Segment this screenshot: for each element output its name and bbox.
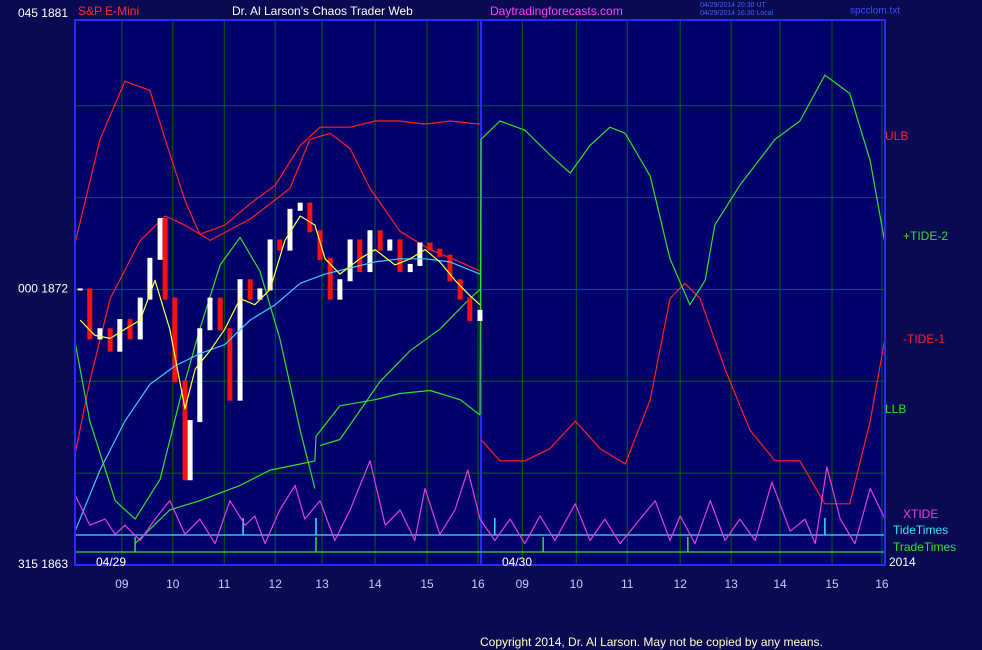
x-tick-label: 09 <box>115 577 129 591</box>
x-tick-label: 13 <box>724 577 738 591</box>
x-tick-label: 14 <box>368 577 382 591</box>
price-bar <box>317 230 323 260</box>
price-bar <box>277 239 283 251</box>
copyright: Copyright 2014, Dr. Al Larson. May not b… <box>480 635 823 649</box>
x-tick-label: 12 <box>269 577 283 591</box>
price-bar <box>437 248 443 257</box>
price-bar <box>267 239 273 291</box>
series-line <box>479 74 886 416</box>
price-bar <box>477 309 483 322</box>
price-bar <box>147 257 153 300</box>
price-bar <box>287 208 293 251</box>
y-tick-label: 000 1872 <box>18 282 68 296</box>
plot-border <box>74 19 886 566</box>
stamp-ut: 04/29/2014 20:30 UT <box>700 2 766 9</box>
series-label: XTIDE <box>903 507 938 521</box>
series-line <box>134 389 481 545</box>
y-tick-label: 045 1881 <box>18 6 68 20</box>
price-bar <box>407 263 413 273</box>
price-bar <box>182 380 188 481</box>
price-bar <box>77 288 83 291</box>
price-bar <box>307 202 313 233</box>
grid <box>75 20 885 565</box>
price-bar <box>197 328 203 423</box>
y-tick-label: 315 1863 <box>18 557 68 571</box>
price-bar <box>107 328 113 352</box>
price-bar <box>417 242 423 266</box>
price-bar <box>187 420 193 481</box>
title: Dr. Al Larson's Chaos Trader Web <box>232 4 413 18</box>
series-label: ULB <box>885 129 908 143</box>
price-bar <box>157 218 163 260</box>
price-bar <box>172 297 178 383</box>
price-bar <box>467 297 473 322</box>
price-bar <box>257 288 263 300</box>
series-label: +TIDE-2 <box>903 229 948 243</box>
tide-times-label: TideTimes <box>893 523 948 537</box>
site: Daytradingforecasts.com <box>490 4 623 18</box>
series-line <box>480 282 886 505</box>
file-name: spcclom.txt <box>850 6 900 17</box>
price-bar <box>297 202 303 211</box>
price-bar <box>162 218 168 300</box>
series-line <box>74 80 481 244</box>
x-tick-label: 15 <box>825 577 839 591</box>
price-bar <box>237 279 243 401</box>
price-bar <box>87 288 93 340</box>
trade-times-label: TradeTimes <box>893 540 956 554</box>
x-tick-label: 15 <box>420 577 434 591</box>
price-bar <box>97 328 103 340</box>
price-bar <box>127 319 133 340</box>
price-bar <box>357 239 363 273</box>
price-bar <box>447 254 453 282</box>
x-tick-label: 11 <box>621 577 634 591</box>
series-line <box>74 132 481 455</box>
price-bar <box>227 328 233 401</box>
x-tick-label: 14 <box>773 577 787 591</box>
price-bar <box>347 239 353 282</box>
price-bar <box>247 279 253 300</box>
x-tick-label: 16 <box>875 577 889 591</box>
stamp-local: 04/29/2014 16:30 Local <box>700 10 774 17</box>
price-bar <box>337 279 343 300</box>
x-tick-label: 13 <box>315 577 329 591</box>
series-label: LLB <box>885 402 906 416</box>
price-bar <box>367 230 373 273</box>
price-bar <box>397 239 403 273</box>
x-tick-label: 12 <box>674 577 688 591</box>
x-tick-label: 10 <box>166 577 180 591</box>
x-tick-label: 16 <box>471 577 485 591</box>
price-bar <box>207 297 213 331</box>
series-line <box>74 258 481 532</box>
series-line <box>74 460 886 545</box>
price-bar <box>427 242 433 251</box>
price-bar <box>387 239 393 251</box>
series-line <box>79 215 481 410</box>
x-tick-label: 09 <box>516 577 530 591</box>
instrument: S&P E-Mini <box>78 4 139 18</box>
price-bar <box>117 319 123 352</box>
x-tick-label: 11 <box>218 577 231 591</box>
x-tick-label: 10 <box>570 577 584 591</box>
date-label: 04/30 <box>502 555 532 569</box>
date-label: 04/29 <box>96 555 126 569</box>
price-bar <box>327 257 333 300</box>
price-bar <box>377 230 383 251</box>
price-bar <box>217 297 223 331</box>
year-label: 2014 <box>889 555 916 569</box>
series-label: -TIDE-1 <box>903 332 945 346</box>
marks <box>74 74 886 553</box>
price-bar <box>457 279 463 300</box>
